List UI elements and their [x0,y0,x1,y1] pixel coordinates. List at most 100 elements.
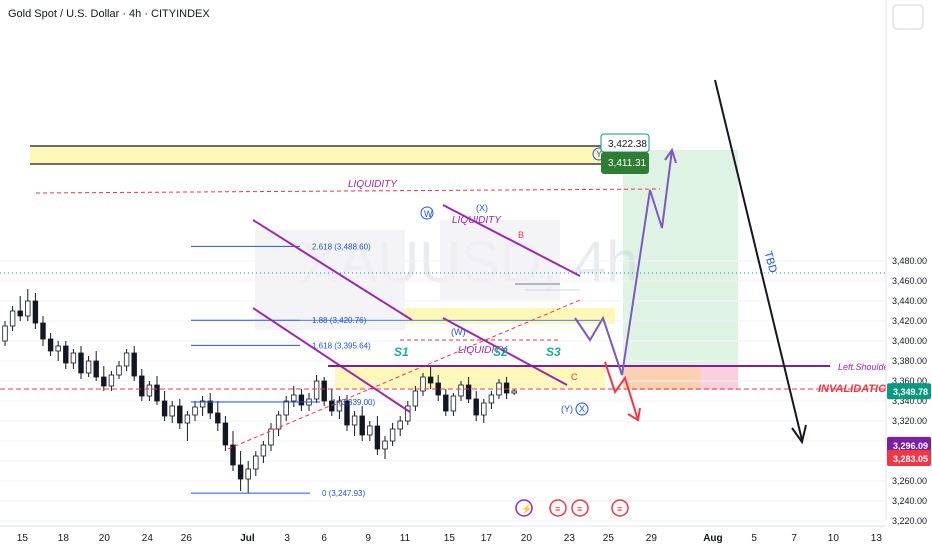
label-tbd: TBD [762,250,779,274]
time-tick-label: 7 [791,533,797,544]
candle-body [329,400,335,412]
candle-body [2,325,8,342]
price-tick-label: 3,260.00 [892,476,927,486]
candle-body [230,444,236,466]
label-liquidity-top: LIQUIDITY [348,179,398,190]
candle-body [207,400,213,414]
candle-body [17,310,23,317]
fib-label: 2.618 (3,488.60) [312,242,371,251]
candle-body [32,300,39,324]
event-icon [549,499,567,517]
label-c: C [571,372,578,382]
price-tag-invalidation-bg [887,449,931,466]
time-tick-label: 20 [521,533,533,544]
candle-body [473,398,479,416]
candle-body [161,400,168,417]
candle-body [275,414,282,430]
mid-zone [400,308,615,324]
time-tick-label: 17 [481,533,493,544]
channel-1-bottom [252,307,411,413]
label-wave-w: W [424,209,433,219]
label-paren-w: (W) [451,327,466,337]
alt-arrowhead [627,407,641,422]
price-axis[interactable]: 3,220.003,240.003,260.003,280.003,300.00… [885,0,932,550]
candle-body [374,425,381,450]
candle-body [78,352,84,374]
price-tag-left-shoulder: 3,296.09 [893,441,928,451]
candle-body [245,468,251,480]
liquidity-line-top [35,188,661,194]
candle-body [420,376,426,392]
current-price-tag-bg [887,383,931,400]
profit-zone [623,150,738,366]
time-tick-label: Jul [240,533,255,544]
grid-layer [0,260,886,522]
candle-body [47,338,54,352]
time-tick-label: 18 [58,533,70,544]
candle-body [101,376,107,387]
price-tick-label: 3,360.00 [892,376,927,386]
candle-body [85,360,92,374]
alt-path [604,361,639,421]
label-paren-x: (X) [476,203,488,213]
candle-body [313,380,320,400]
label-liquidity-low: LIQUIDITY [458,345,508,356]
label-liquidity-mid: LIQUIDITY [452,215,502,226]
grey-band-2 [440,220,560,300]
label-s1: S1 [394,345,409,359]
candle-body [253,455,259,470]
loss-zone-1 [623,366,701,390]
wave-x-circle [575,402,589,416]
candle-body [154,384,160,402]
time-tick-label: 13 [871,533,883,544]
wave-w-circle [420,206,434,220]
candle-body [139,375,145,397]
candle-body [199,400,206,408]
currency-box [892,4,924,30]
time-axis[interactable]: 15 18 20 24 26 Jul 3 6 9 11 15 17 20 23 25 29 Aug 5 7 10 13 [0,525,886,550]
time-tick-label: 15 [17,533,29,544]
label-wave-x: X [579,404,585,414]
candle-body [70,352,77,364]
event-icon [611,499,629,517]
event-icon-glyph: ≡ [555,504,560,514]
candle-body [63,345,69,364]
fib-label: 1 (3,339.00) [332,398,375,407]
channel-2-bottom [442,317,568,386]
candle-body [222,422,229,446]
price-tick-label: 3,420.00 [892,316,927,326]
time-tick-label: 11 [400,533,411,544]
candle-body [488,394,495,404]
candle-body [131,352,137,377]
candle-body [389,428,396,442]
candle-body [503,382,510,394]
candle-body [25,300,31,317]
price-tick-label: 3,240.00 [892,496,927,506]
fib-label: 0 (3,247.93) [322,489,365,498]
current-price-tag: 3,349.78 [893,387,928,397]
time-tick-label: 26 [181,533,193,544]
label-left-shoulder: Left.Shoulder [838,362,893,372]
candle-body [443,394,449,412]
candle-body [260,444,267,457]
candle-body [93,360,99,378]
candle-body [367,425,373,436]
tbd-arrowhead [791,424,807,445]
candle-body [412,390,419,407]
candle-body [192,406,198,416]
candle-body [481,402,487,416]
time-tick-label: 29 [646,533,658,544]
label-invalidation: INVALIDATION [818,383,896,395]
candle-body [298,394,305,406]
candle-body [450,395,457,412]
projected-arrowhead [664,147,677,164]
time-tick-label: 10 [828,533,840,544]
candle-body [427,376,434,384]
candle-body [184,414,191,424]
target-lower-label: 3,411.31 [608,158,647,169]
chart-title: Gold Spot / U.S. Dollar · 4h · CITYINDEX [8,8,210,20]
time-tick-label: 24 [142,533,154,544]
candle-body [9,310,16,327]
label-wave-y: Y [596,149,602,159]
